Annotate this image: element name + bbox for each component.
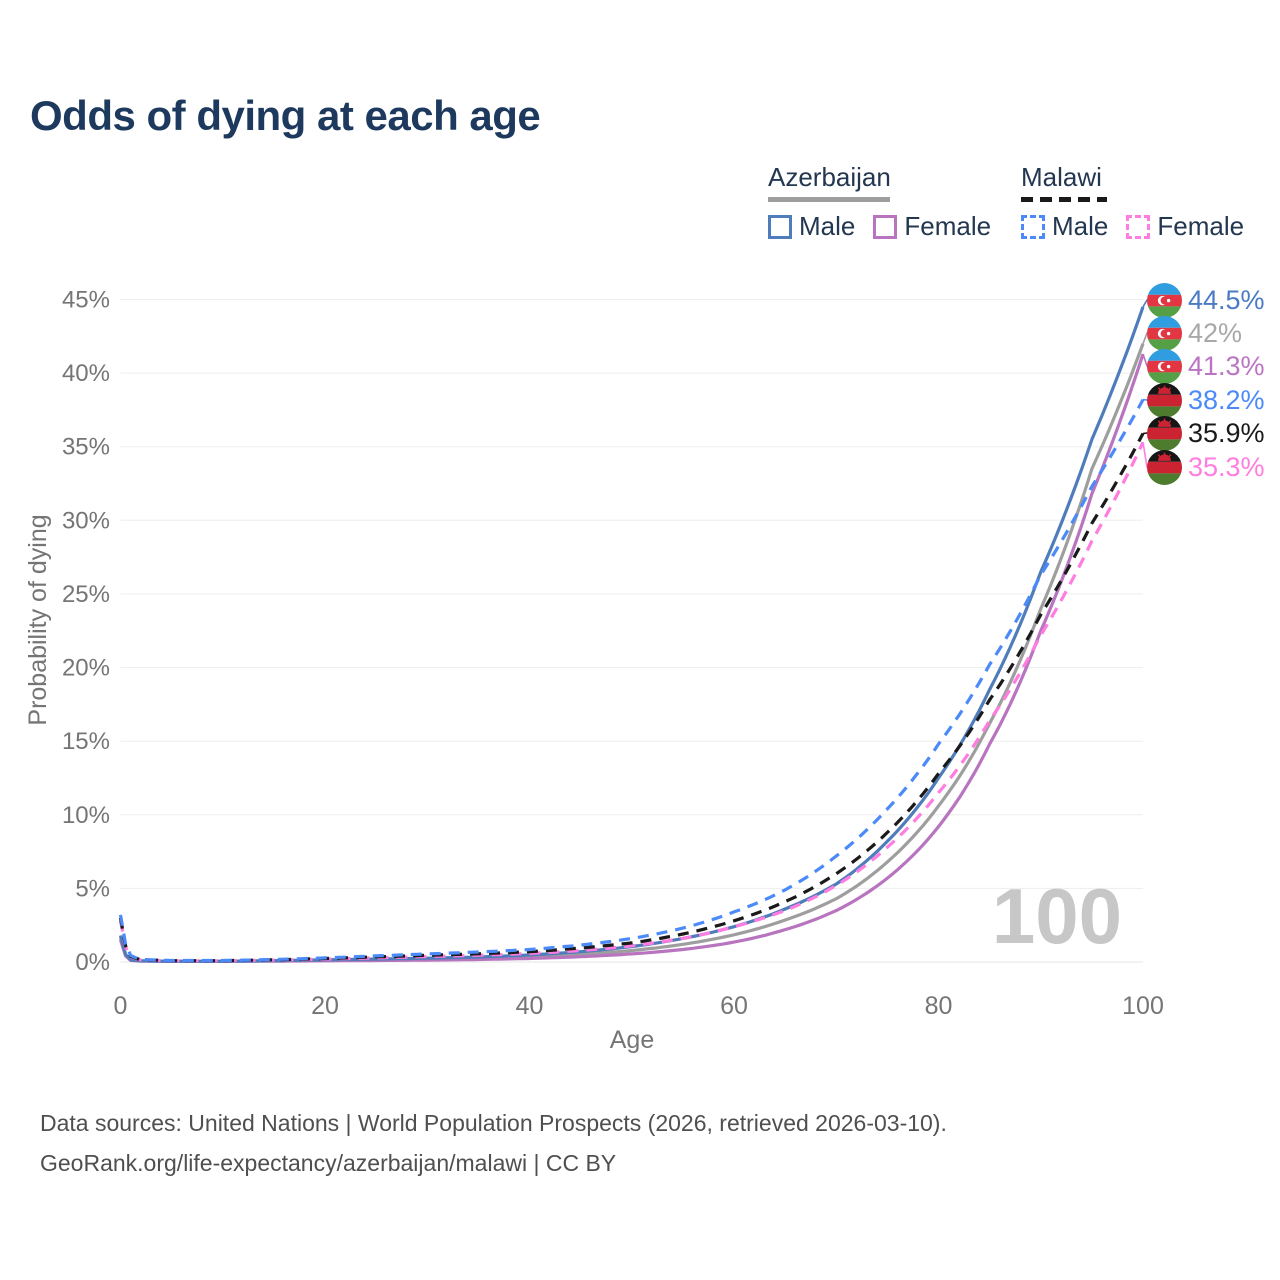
y-tick-15%: 15% — [62, 728, 110, 755]
legend-underline-azerbaijan — [768, 197, 890, 202]
malawi-flag-icon — [1147, 415, 1182, 451]
series-line-azerbaijan-male[interactable] — [118, 306, 1145, 963]
legend-underline-malawi — [1021, 197, 1107, 202]
page-title: Odds of dying at each age — [30, 92, 541, 139]
legend-label-malawi-female[interactable]: Female — [1157, 211, 1245, 241]
y-tick-25%: 25% — [62, 581, 110, 608]
end-label-azerbaijan-male: 44.5% — [1147, 282, 1265, 318]
y-tick-5%: 5% — [75, 875, 110, 902]
legend-country-malawi[interactable]: Malawi — [1021, 162, 1102, 192]
legend-group-malawi: Malawi Male Female — [1021, 162, 1262, 242]
y-tick-45%: 45% — [62, 287, 110, 314]
legend-group-azerbaijan: Azerbaijan Male Female — [768, 162, 1009, 242]
gridlines — [120, 299, 1143, 963]
legend-swatch-azerbaijan-female[interactable] — [873, 214, 898, 239]
end-value: 35.3% — [1188, 451, 1265, 482]
end-value: 42% — [1188, 317, 1243, 348]
x-tick-0: 0 — [114, 992, 128, 1020]
x-axis-ticks: 0 20 40 60 80 100 — [114, 992, 1164, 1020]
legend-swatch-malawi-male[interactable] — [1021, 214, 1045, 239]
end-value: 38.2% — [1188, 384, 1265, 415]
x-tick-40: 40 — [516, 992, 544, 1020]
legend-label-azerbaijan-male[interactable]: Male — [799, 211, 856, 241]
y-tick-10%: 10% — [62, 802, 110, 829]
end-label-azerbaijan-female: 41.3% — [1147, 348, 1265, 384]
malawi-flag-icon — [1147, 449, 1182, 485]
legend-label-azerbaijan-female[interactable]: Female — [904, 211, 992, 241]
legend-label-malawi-male[interactable]: Male — [1052, 211, 1109, 241]
y-tick-35%: 35% — [62, 434, 110, 461]
y-tick-0%: 0% — [75, 949, 110, 976]
end-label-malawi-male: 38.2% — [1147, 382, 1265, 418]
malawi-flag-icon — [1147, 382, 1182, 418]
watermark-age-100: 100 — [992, 872, 1122, 960]
data-sources-line: Data sources: United Nations | World Pop… — [40, 1110, 947, 1136]
series-line-malawi-male[interactable] — [118, 398, 1145, 963]
x-tick-100: 100 — [1122, 992, 1164, 1020]
series-line-malawi-both-sexes[interactable] — [118, 432, 1145, 963]
series-line-azerbaijan-both-sexes[interactable] — [118, 343, 1145, 963]
legend-swatch-azerbaijan-male[interactable] — [768, 214, 792, 239]
x-tick-80: 80 — [925, 992, 953, 1020]
legend-country-azerbaijan[interactable]: Azerbaijan — [768, 162, 891, 192]
series-curves — [118, 306, 1145, 963]
y-axis-ticks: 0% 5% 10% 15% 20% 25% 30% 35% 40% 45% — [62, 287, 110, 977]
y-axis-title: Probability of dying — [24, 514, 52, 725]
end-label-malawi-female: 35.3% — [1147, 449, 1265, 485]
azerbaijan-flag-icon — [1147, 282, 1182, 318]
y-tick-20%: 20% — [62, 655, 110, 682]
y-tick-40%: 40% — [62, 360, 110, 387]
end-label-azerbaijan-both: 42% — [1147, 315, 1242, 351]
x-tick-20: 20 — [311, 992, 339, 1020]
end-value: 44.5% — [1188, 284, 1265, 315]
end-value: 35.9% — [1188, 417, 1265, 448]
attribution-line: GeoRank.org/life-expectancy/azerbaijan/m… — [40, 1150, 617, 1176]
legend-swatch-malawi-female[interactable] — [1126, 214, 1151, 239]
azerbaijan-flag-icon — [1147, 315, 1182, 351]
series-line-azerbaijan-female[interactable] — [118, 353, 1145, 963]
end-label-malawi-both: 35.9% — [1147, 415, 1265, 451]
y-tick-30%: 30% — [62, 507, 110, 534]
x-tick-60: 60 — [720, 992, 748, 1020]
end-value: 41.3% — [1188, 350, 1265, 381]
x-axis-title: Age — [610, 1026, 654, 1054]
azerbaijan-flag-icon — [1147, 348, 1182, 384]
